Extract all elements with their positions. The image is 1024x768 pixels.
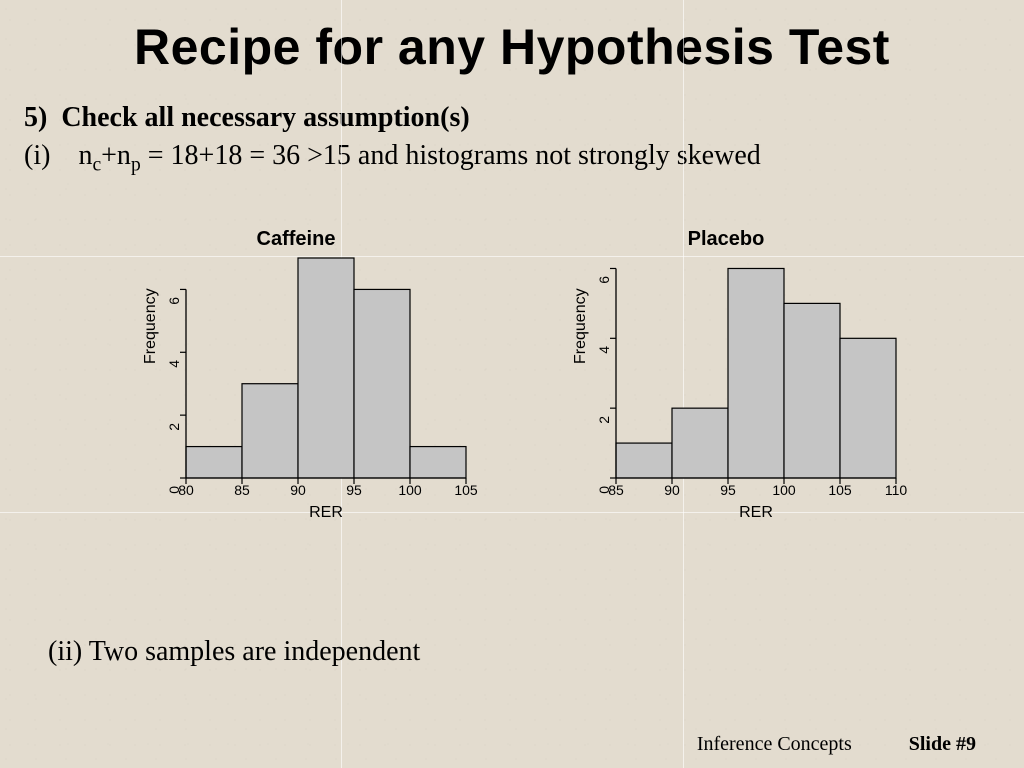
y-tick: 6 — [166, 297, 182, 305]
assumption-i: (i) nc+np = 18+18 = 36 >15 and histogram… — [0, 140, 1024, 172]
x-tick: 90 — [290, 482, 306, 498]
slide-footer: Inference Concepts Slide #9 — [697, 733, 976, 756]
step-text: Check all necessary assumption(s) — [61, 102, 469, 133]
step-number: 5) — [24, 102, 47, 133]
step-heading: 5) Check all necessary assumption(s) — [0, 102, 1024, 134]
assumption-i-text: nc+np = 18+18 = 36 >15 and histograms no… — [78, 140, 760, 171]
x-axis-label: RER — [616, 504, 896, 522]
charts-row: Caffeine Frequency RER 80859095100105 02… — [106, 234, 926, 564]
footer-slide-number: Slide #9 — [909, 733, 976, 755]
plot-area — [186, 258, 466, 478]
y-axis-label: Frequency — [572, 288, 590, 364]
assumption-ii: (ii) Two samples are independent — [24, 636, 444, 668]
x-tick: 90 — [664, 482, 680, 498]
x-tick-labels: 859095100105110 — [616, 482, 896, 500]
y-tick: 0 — [166, 486, 182, 494]
placebo-histogram: Placebo Frequency RER 859095100105110 02… — [536, 234, 916, 554]
x-tick: 85 — [234, 482, 250, 498]
caffeine-histogram: Caffeine Frequency RER 80859095100105 02… — [106, 234, 486, 554]
x-tick: 100 — [398, 482, 421, 498]
y-tick: 0 — [596, 486, 612, 494]
x-tick: 95 — [720, 482, 736, 498]
y-tick: 2 — [166, 423, 182, 431]
chart-title: Caffeine — [106, 228, 486, 251]
y-tick: 6 — [596, 276, 612, 284]
y-tick: 4 — [596, 346, 612, 354]
plot-area — [616, 258, 896, 478]
x-tick: 95 — [346, 482, 362, 498]
x-axis-label: RER — [186, 504, 466, 522]
y-tick-labels: 0246 — [160, 258, 182, 478]
assumption-i-label: (i) — [24, 140, 50, 171]
footer-topic: Inference Concepts — [697, 733, 852, 755]
x-tick: 105 — [454, 482, 477, 498]
y-tick: 2 — [596, 416, 612, 424]
x-tick-labels: 80859095100105 — [186, 482, 466, 500]
y-tick: 4 — [166, 360, 182, 368]
x-tick: 105 — [828, 482, 851, 498]
y-tick-labels: 0246 — [590, 258, 612, 478]
x-tick: 110 — [885, 482, 907, 498]
y-axis-label: Frequency — [142, 288, 160, 364]
slide-title: Recipe for any Hypothesis Test — [0, 0, 1024, 76]
x-tick: 100 — [772, 482, 795, 498]
chart-title: Placebo — [536, 228, 916, 251]
